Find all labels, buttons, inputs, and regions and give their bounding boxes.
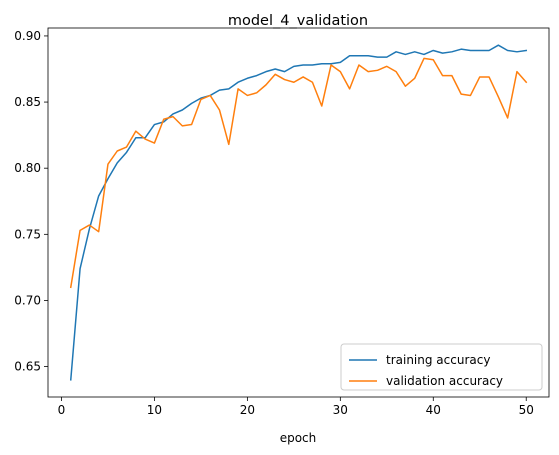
plot-frame xyxy=(47,27,550,398)
x-axis: 0 10 20 30 40 50 xyxy=(58,397,534,417)
x-tick-label: 0 xyxy=(58,403,66,417)
y-tick-label: 0.80 xyxy=(14,161,41,175)
y-tick-label: 0.85 xyxy=(14,95,41,109)
y-tick-label: 0.65 xyxy=(14,360,41,374)
y-tick-label: 0.70 xyxy=(14,293,41,307)
series-line-1 xyxy=(69,57,528,289)
chart-title: model_4_validation xyxy=(228,13,368,29)
x-tick-label: 30 xyxy=(333,403,348,417)
y-axis: 0.65 0.70 0.75 0.80 0.85 0.90 xyxy=(14,29,48,374)
plot-series xyxy=(69,44,528,381)
legend-label-1: validation accuracy xyxy=(386,374,503,388)
y-tick-label: 0.90 xyxy=(14,29,41,43)
x-tick-label: 50 xyxy=(519,403,534,417)
x-tick-label: 40 xyxy=(426,403,441,417)
legend-label-0: training accuracy xyxy=(386,353,490,367)
x-axis-label: epoch xyxy=(280,431,317,445)
legend: training accuracy validation accuracy xyxy=(340,343,543,391)
x-tick-label: 20 xyxy=(240,403,255,417)
y-tick-label: 0.75 xyxy=(14,227,41,241)
x-tick-label: 10 xyxy=(147,403,162,417)
legend-box xyxy=(340,343,543,391)
series-line-0 xyxy=(69,44,528,381)
